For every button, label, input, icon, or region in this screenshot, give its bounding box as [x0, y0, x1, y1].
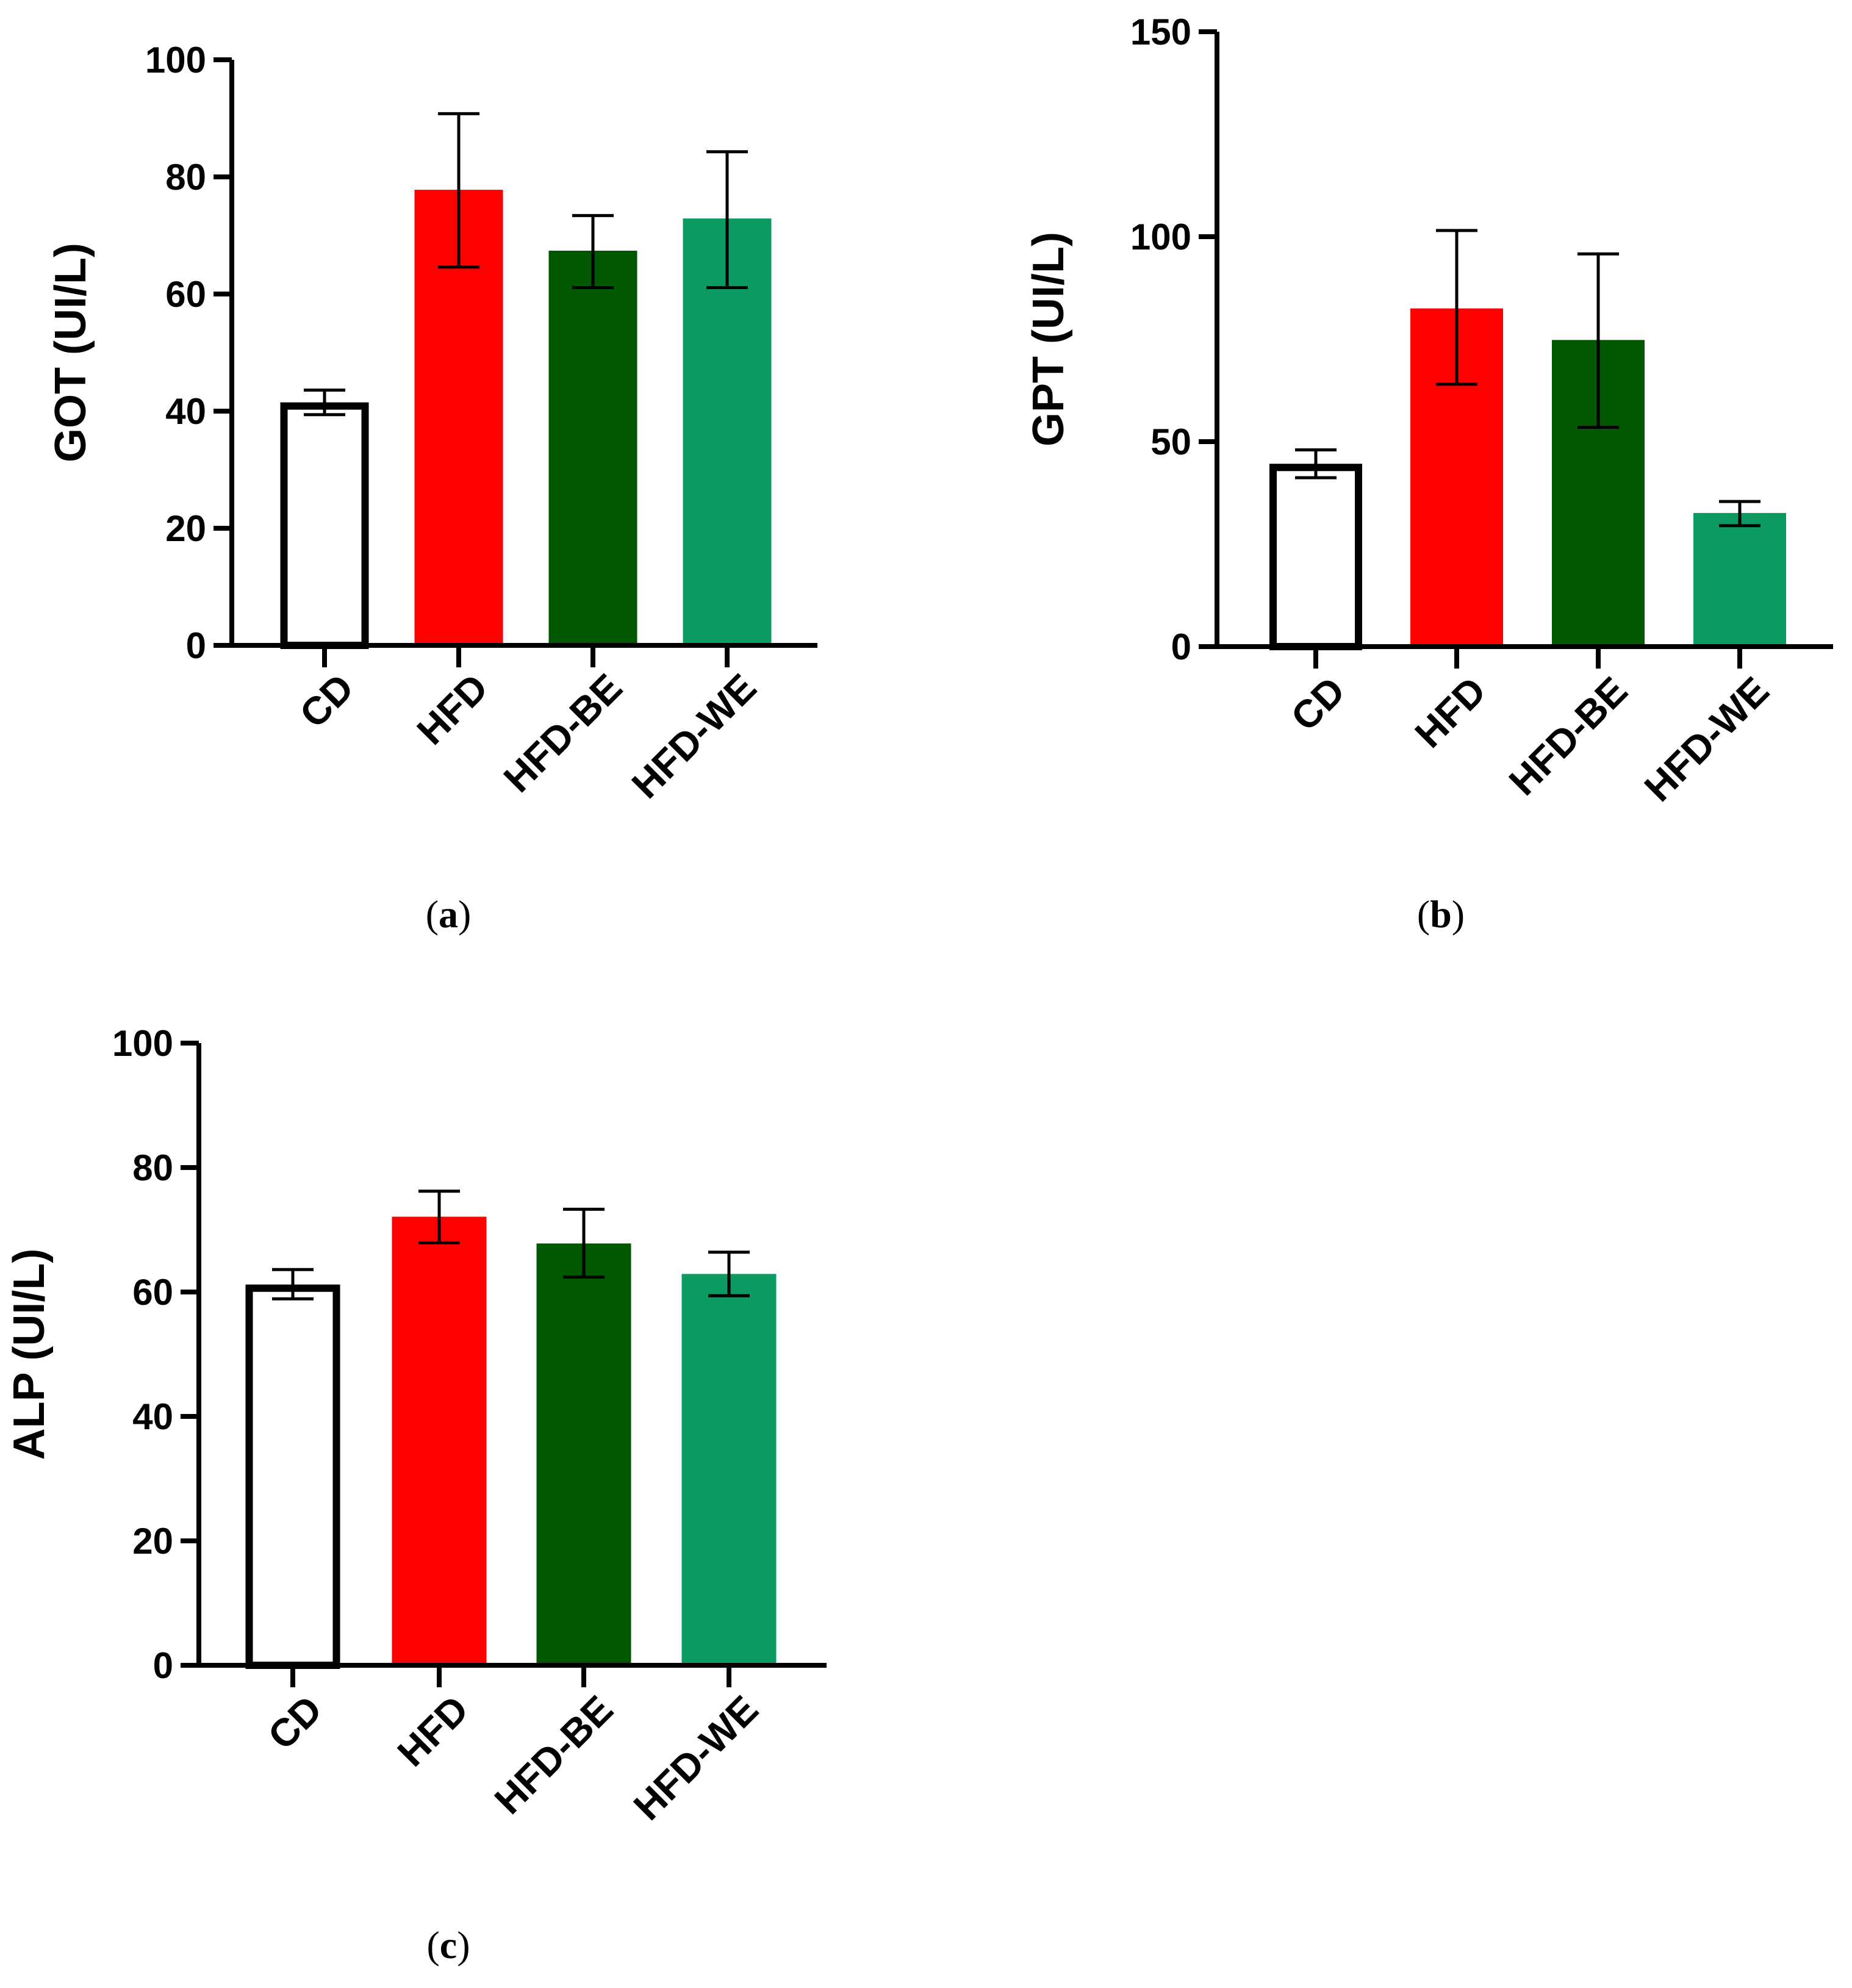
error-bar-CD: [272, 1268, 314, 1301]
y-tick-label: 100: [112, 1023, 173, 1064]
bar-CD: [1269, 464, 1362, 651]
error-bar-HFD: [418, 1190, 460, 1244]
y-tick-label: 100: [145, 40, 206, 81]
bar-HFD-BE: [536, 1243, 631, 1665]
error-bar-CD: [304, 388, 345, 417]
error-bar-HFD-WE: [708, 1251, 750, 1297]
x-tick-label-HFD: HFD: [389, 1687, 477, 1775]
error-bar-HFD: [438, 112, 479, 269]
y-tick-label: 20: [165, 508, 206, 549]
x-tick-label-CD: CD: [291, 666, 362, 736]
error-bar-HFD-BE: [563, 1207, 605, 1279]
x-tick-label-CD: CD: [259, 1687, 330, 1758]
y-tick-label: 0: [153, 1645, 173, 1686]
x-tick-label-HFD: HFD: [1407, 669, 1495, 756]
bar-CD: [280, 402, 369, 649]
error-bar-HFD-WE: [1719, 500, 1760, 528]
bar-HFD-WE: [683, 218, 772, 645]
x-tick-label-HFD-BE: HFD-BE: [495, 666, 631, 801]
y-axis-title: GOT (UI/L): [46, 243, 95, 462]
x-tick-label-HFD: HFD: [409, 666, 497, 753]
error-bar-HFD-BE: [572, 214, 614, 289]
error-bar-HFD: [1436, 229, 1477, 386]
error-bar-HFD-WE: [706, 150, 748, 289]
y-tick-label: 80: [165, 157, 206, 198]
y-axis-title: GPT (UI/L): [1024, 232, 1073, 447]
panel-label: (a): [426, 892, 472, 936]
y-axis-title: ALP (UI/L): [5, 1249, 54, 1460]
x-tick-label-HFD-BE: HFD-BE: [486, 1687, 622, 1823]
bar-HFD-BE: [548, 250, 637, 646]
y-tick-label: 0: [186, 625, 206, 666]
panel-label: (c): [426, 1923, 470, 1967]
y-tick-label: 20: [132, 1521, 173, 1562]
panel-label: (b): [1417, 892, 1465, 936]
y-tick-label: 100: [1130, 217, 1191, 257]
y-tick-label: 0: [1171, 626, 1191, 667]
y-tick-label: 60: [165, 274, 206, 315]
y-tick-label: 40: [132, 1396, 173, 1437]
y-tick-label: 150: [1130, 12, 1191, 52]
bar-CD: [245, 1284, 340, 1669]
x-tick-label-CD: CD: [1282, 669, 1353, 739]
error-bar-CD: [1295, 448, 1337, 479]
x-tick-label-HFD-WE: HFD-WE: [623, 666, 765, 807]
bar-HFD-WE: [681, 1274, 777, 1665]
bar-HFD: [392, 1216, 487, 1665]
x-tick-label-HFD-WE: HFD-WE: [1636, 669, 1778, 810]
chart-panel-b: 0 50 100 150 CD HFD HFD-BE HFD-WE GPT (UI/L) (b): [1024, 12, 1833, 936]
x-tick-label-HFD-BE: HFD-BE: [1501, 669, 1636, 804]
error-bar-HFD-BE: [1577, 252, 1619, 429]
x-tick-label-HFD-WE: HFD-WE: [625, 1687, 767, 1829]
y-tick-label: 80: [132, 1147, 173, 1188]
y-tick-label: 60: [132, 1272, 173, 1313]
y-tick-label: 40: [165, 391, 206, 432]
bar-HFD-WE: [1693, 512, 1786, 647]
chart-panel-c: 0 20 40 60 80 100 CD HFD HFD-BE HFD-WE ALP (UI/L) (…: [5, 1023, 827, 1967]
y-tick-label: 50: [1150, 422, 1191, 462]
